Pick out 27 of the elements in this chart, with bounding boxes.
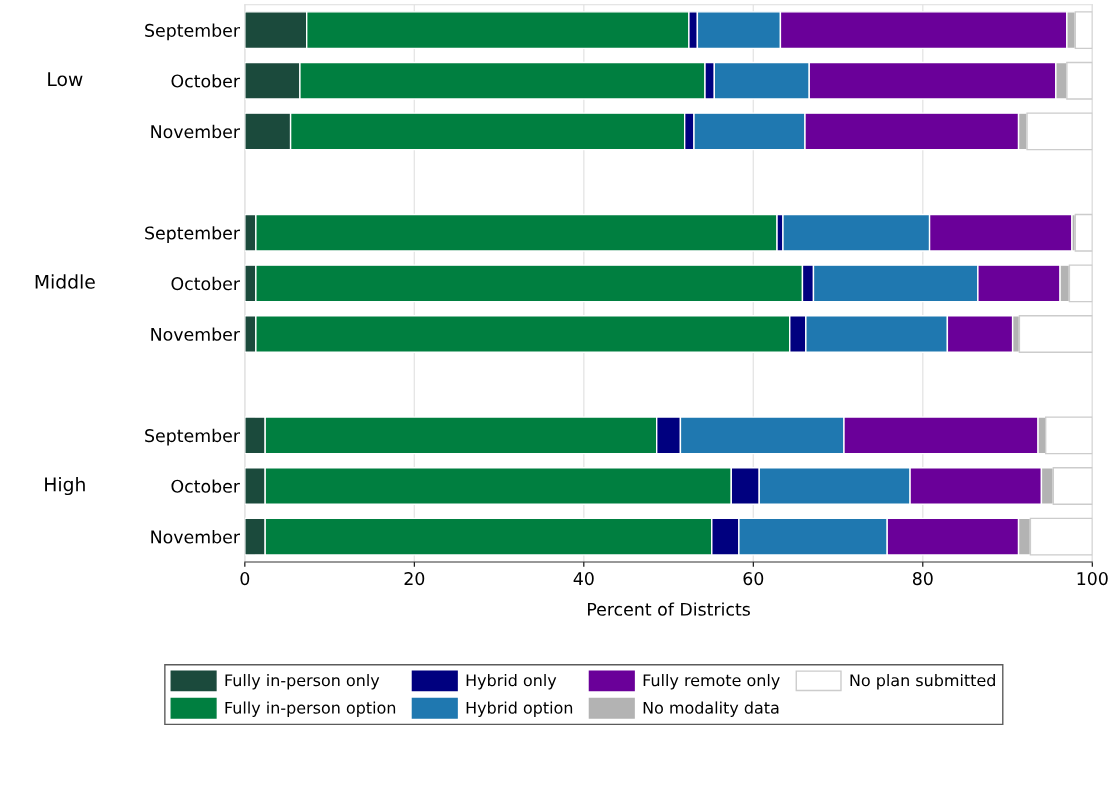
text: High <box>45 476 85 496</box>
legend-label: Fully in-person only <box>225 673 380 690</box>
x-tick-label: 20 <box>404 572 425 586</box>
legend-label: Fully in-person option <box>225 701 396 717</box>
y-tick-label: November <box>151 530 240 544</box>
legend-label: Hybrid only <box>466 673 557 690</box>
x-tick-label: 60 <box>743 572 764 586</box>
y-tick-label: October <box>171 276 240 291</box>
y-tick-label: September <box>145 428 240 446</box>
x-axis-title: Percent of Districts <box>588 602 750 616</box>
x-tick-label: 80 <box>912 572 933 586</box>
text: Low <box>48 72 83 87</box>
bar <box>1074 213 1093 252</box>
y-tick-label: September <box>145 23 240 41</box>
y-tick-label: November <box>151 327 240 341</box>
y-tick-label: October <box>171 479 240 493</box>
y-tick-label: October <box>171 74 240 88</box>
legend-label: Fully remote only <box>643 673 780 690</box>
y-tick-label: November <box>151 124 240 139</box>
x-tick-label: 100 <box>1077 572 1108 586</box>
legend-label: No plan submitted <box>850 673 995 690</box>
legend-label: Hybrid option <box>466 701 573 717</box>
text: Middle <box>35 274 95 289</box>
x-tick-label: 0 <box>240 572 250 586</box>
y-tick-label: September <box>145 226 240 243</box>
legend-label: No modality data <box>643 701 779 717</box>
x-tick-label: 40 <box>573 572 594 586</box>
